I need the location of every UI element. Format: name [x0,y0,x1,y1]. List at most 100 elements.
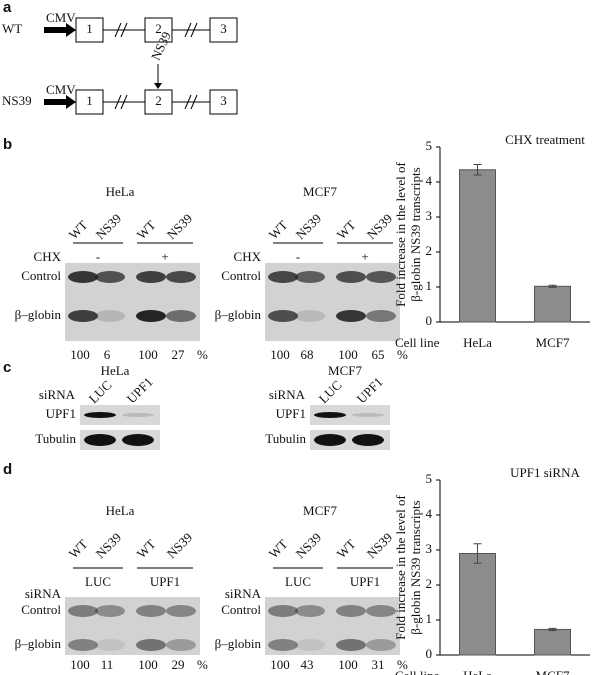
panel-label: b [3,136,12,153]
row-label: Tubulin [35,431,76,446]
gel-band [68,310,98,322]
exon-number: 3 [220,93,227,108]
blot-band [314,434,346,446]
exon-box [144,89,173,115]
y-tick-label: 4 [426,173,433,188]
gel-band [268,639,298,651]
blot-image [80,405,160,425]
gel-band [136,310,166,322]
percent-value: 31 [372,657,385,672]
blot-band [84,434,116,446]
lane-label: NS39 [93,211,125,243]
sirna-label: siRNA [269,387,306,402]
percent-value: 100 [70,347,90,362]
percent-value: 100 [270,657,290,672]
lane-label: NS39 [93,530,125,562]
lane-label: NS39 [364,530,396,562]
percent-unit: % [197,347,208,362]
gel-band [268,310,298,322]
row-label: UPF1 [46,406,76,421]
lane-label: NS39 [164,530,196,562]
gel-band [366,310,396,322]
y-tick-label: 2 [426,243,433,258]
gel-band [95,639,125,651]
percent-unit: % [397,347,408,362]
percent-value: 27 [172,347,186,362]
gel-band [68,271,98,283]
y-tick-label: 3 [426,541,433,556]
panel-label: a [3,0,12,16]
y-tick-label: 5 [426,471,433,486]
x-axis-label: Cell line [395,668,440,675]
lane-label: WT [334,217,359,242]
blot-band [352,413,384,417]
gel-band [136,271,166,283]
group-label: - [296,249,300,264]
gel-band [295,310,325,322]
row-label: Control [221,268,261,283]
exon-number: 1 [86,93,93,108]
row-label: Control [21,268,61,283]
blot-image [310,405,390,425]
cell-line-title: MCF7 [303,503,337,518]
gel-band [68,639,98,651]
promoter-arrow [44,95,76,109]
blot-band [352,434,384,446]
bar [459,553,496,656]
y-tick-label: 0 [426,313,433,328]
percent-value: 100 [138,657,158,672]
blot-band [314,412,346,418]
lane-label: WT [66,536,91,561]
cell-line-title: MCF7 [303,184,337,199]
lane-label: WT [334,536,359,561]
exon-number: 1 [86,21,93,36]
percent-value: 100 [338,347,358,362]
row-label: β–globin [215,307,262,322]
y-tick-label: 2 [426,576,433,591]
y-axis-label: β-globin NS39 transcripts [408,500,423,634]
group-label: + [361,249,368,264]
gel-band [336,639,366,651]
y-tick-label: 3 [426,208,433,223]
blot-band [122,413,154,417]
construct-name: NS39 [2,93,32,108]
panel-label: d [3,461,12,478]
cell-line-title: HeLa [106,503,135,518]
percent-unit: % [397,657,408,672]
gel-band [68,605,98,617]
gel-band [295,271,325,283]
gel-band [136,639,166,651]
blot-band [84,412,116,418]
bar [459,169,496,323]
x-tick-label: HeLa [463,668,492,675]
lane-label: LUC [316,377,345,406]
y-tick-label: 5 [426,138,433,153]
percent-value: 100 [70,657,90,672]
promoter-arrow [44,23,76,37]
break-mark [190,94,198,110]
group-label: UPF1 [150,574,180,589]
row-label: Control [21,602,61,617]
cell-line-title: HeLa [106,184,135,199]
gel-band [295,639,325,651]
gel-band [268,271,298,283]
percent-value: 100 [338,657,358,672]
error-bar [473,164,482,176]
exon-number: 2 [155,21,162,36]
row-label: β–globin [15,636,62,651]
gel-band [366,271,396,283]
percent-value: 65 [372,347,385,362]
percent-value: 29 [172,657,185,672]
group-label: LUC [285,574,311,589]
bar [534,628,571,656]
exon-number: 2 [155,93,162,108]
break-mark [190,22,198,38]
gel-band [166,271,196,283]
y-tick-label: 1 [426,278,433,293]
gel-band [366,639,396,651]
exon-number: 3 [220,21,227,36]
chart-title: UPF1 siRNA [510,465,580,480]
group-label: - [96,249,100,264]
x-axis-label: Cell line [395,335,440,350]
break-mark [114,94,122,110]
